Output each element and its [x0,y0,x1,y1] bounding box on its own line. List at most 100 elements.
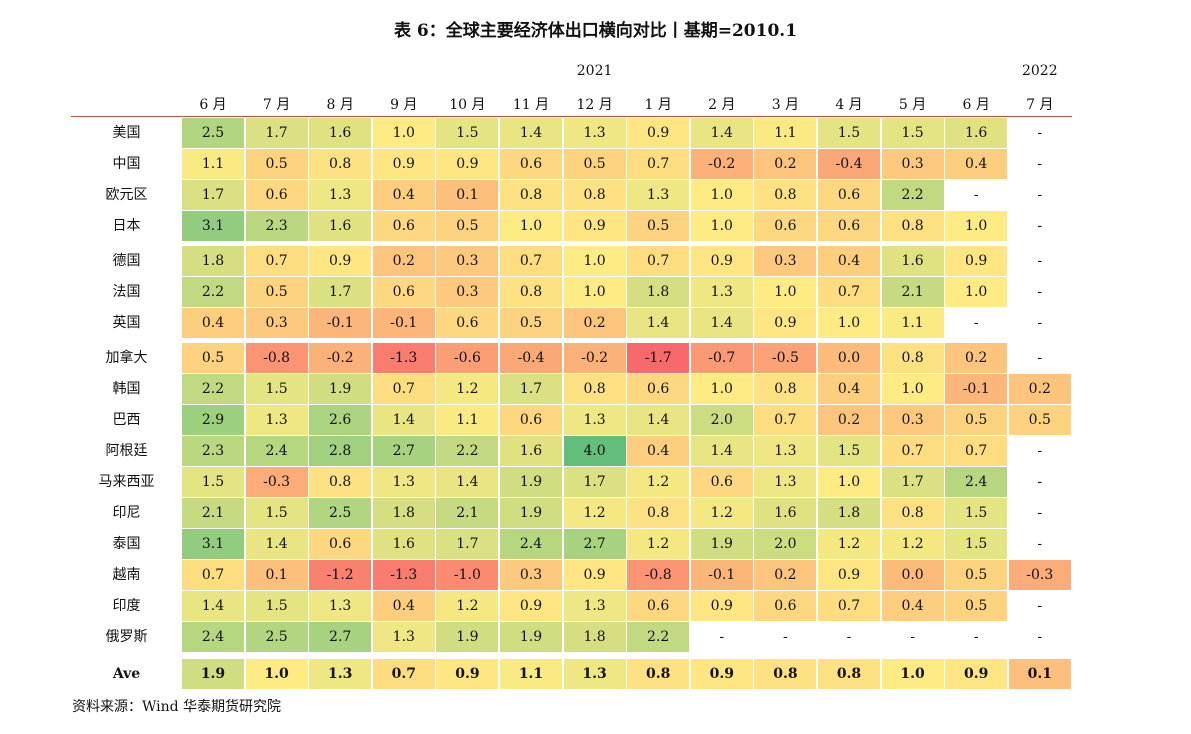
data-cell: -0.8 [245,343,308,373]
data-cell: 1.1 [881,308,944,338]
data-cell: 1.4 [690,436,753,466]
data-cell: 0.0 [881,560,944,590]
data-cell: 1.0 [500,211,562,241]
data-cell: 1.6 [309,211,372,241]
data-cell: 1.1 [754,118,817,148]
month-header: 2 月 [708,97,736,113]
data-cell: 1.9 [436,622,499,652]
data-cell: -0.2 [690,149,753,179]
data-cell: 1.6 [754,498,817,528]
data-cell: 1.5 [245,374,308,404]
data-cell: 2.4 [245,436,308,466]
data-cell: 0.6 [500,405,562,435]
data-cell: 0.8 [563,180,626,210]
data-cell: 1.5 [245,591,308,621]
data-cell: 0.4 [818,246,880,276]
data-cell: 1.3 [754,436,817,466]
data-cell: 0.4 [627,436,690,466]
data-cell: 0.5 [945,405,1008,435]
data-cell: 1.4 [627,405,690,435]
data-cell: 0.6 [754,211,817,241]
data-cell: 2.1 [881,277,944,307]
data-cell: 0.4 [818,374,880,404]
data-cell: - [1037,187,1043,203]
data-cell: 1.7 [500,374,562,404]
data-cell: 0.5 [627,211,690,241]
data-cell: 0.1 [436,180,499,210]
data-cell: 0.9 [754,308,817,338]
data-cell: - [1037,629,1043,645]
average-cell: 0.9 [690,659,753,689]
data-cell: 0.6 [436,308,499,338]
data-cell: 0.1 [245,560,308,590]
data-cell: 2.4 [182,622,244,652]
data-cell: 0.7 [945,436,1008,466]
data-cell: 2.4 [500,529,562,559]
data-cell: 1.3 [754,467,817,497]
data-cell: 0.4 [881,591,944,621]
year-header: 2022 [1021,63,1058,79]
header-divider [71,116,1072,117]
data-cell: 1.5 [945,498,1008,528]
data-cell: -0.8 [627,560,690,590]
data-cell: 2.1 [182,498,244,528]
data-cell: - [719,629,725,645]
data-cell: 1.2 [436,374,499,404]
data-cell: 1.9 [500,498,562,528]
average-cell: 0.8 [627,659,690,689]
data-cell: 0.2 [372,246,435,276]
data-cell: 1.0 [818,308,880,338]
data-cell: 1.5 [818,436,880,466]
average-cell: 1.1 [500,659,562,689]
data-cell: - [1037,443,1043,459]
data-cell: 0.8 [881,343,944,373]
row-label: 印尼 [112,505,141,521]
data-cell: - [1037,125,1043,141]
data-cell: 1.4 [690,308,753,338]
data-cell: 1.0 [754,277,817,307]
data-cell: 1.4 [500,118,562,148]
data-cell: 0.8 [754,180,817,210]
data-cell: 1.3 [563,591,626,621]
data-cell: 1.0 [563,277,626,307]
data-cell: 0.9 [563,211,626,241]
data-cell: 1.0 [945,277,1008,307]
data-cell: 0.4 [372,180,435,210]
year-header: 2021 [576,63,613,79]
data-cell: -0.3 [1008,560,1071,590]
row-label: 英国 [112,315,141,331]
data-cell: 1.1 [436,405,499,435]
data-cell: - [1037,474,1043,490]
data-cell: 0.6 [372,211,435,241]
average-cell: 0.8 [818,659,880,689]
data-cell: 0.7 [754,405,817,435]
data-cell: 0.6 [309,529,372,559]
month-header: 8 月 [326,97,354,113]
data-cell: 0.4 [182,308,244,338]
data-cell: 0.7 [818,277,880,307]
month-header: 11 月 [512,97,550,113]
row-label: 中国 [112,156,141,172]
row-label: 欧元区 [105,187,148,203]
data-cell: 1.8 [182,246,244,276]
data-cell: 0.7 [372,374,435,404]
month-header: 1 月 [644,97,672,113]
month-header: 7 月 [1026,97,1054,113]
data-cell: 1.9 [690,529,753,559]
data-cell: 2.2 [881,180,944,210]
average-cell: 0.8 [754,659,817,689]
data-cell: 1.7 [436,529,499,559]
data-cell: 1.8 [372,498,435,528]
data-cell: 2.3 [182,436,244,466]
data-cell: -1.7 [627,343,690,373]
row-label: 马来西亚 [98,474,155,490]
data-cell: 1.3 [245,405,308,435]
data-cell: 1.7 [309,277,372,307]
data-cell: 2.7 [563,529,626,559]
month-header: 7 月 [262,97,291,113]
data-cell: 2.2 [627,622,690,652]
data-cell: -0.4 [818,149,880,179]
data-cell: 0.2 [1008,374,1071,404]
data-cell: -1.3 [372,343,435,373]
row-label: 德国 [112,253,141,269]
